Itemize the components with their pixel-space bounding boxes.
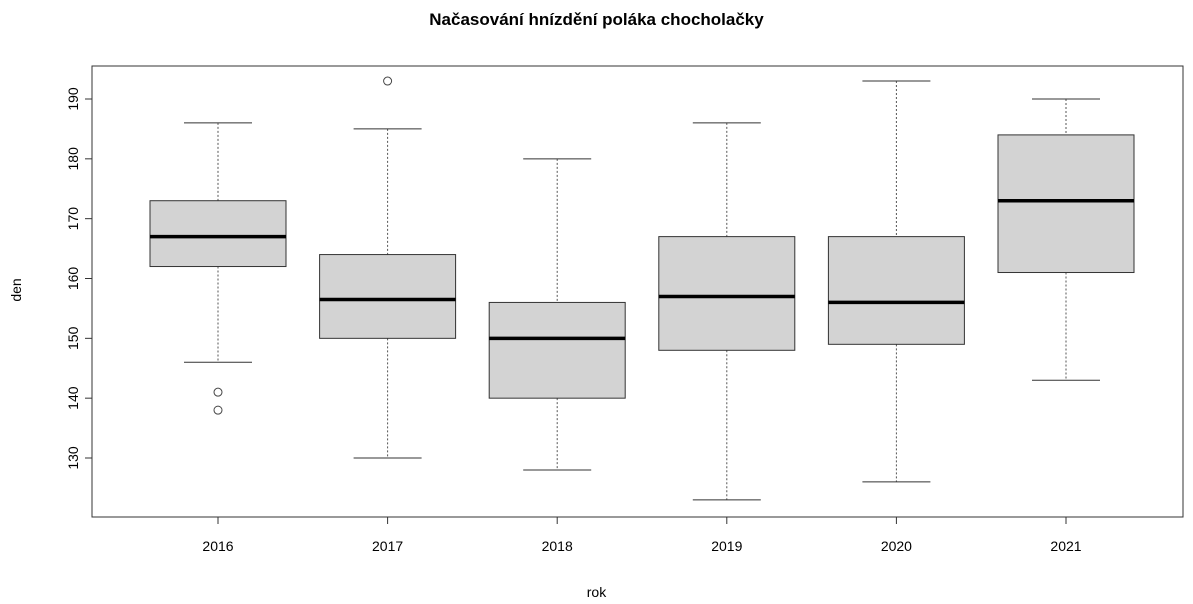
x-tick-label-2021: 2021 bbox=[1050, 538, 1081, 554]
x-axis-label: rok bbox=[586, 584, 607, 600]
box-2017 bbox=[319, 254, 457, 339]
box-2019 bbox=[658, 236, 796, 351]
y-tick-label: 160 bbox=[65, 267, 81, 291]
chart-title: Načasování hnízdění poláka chocholačky bbox=[429, 10, 764, 29]
x-tick-label-2017: 2017 bbox=[372, 538, 403, 554]
box-2021 bbox=[997, 134, 1135, 274]
x-tick-label-2016: 2016 bbox=[202, 538, 233, 554]
box-2016 bbox=[149, 200, 287, 268]
y-tick-label: 140 bbox=[65, 386, 81, 410]
y-axis-label: den bbox=[8, 278, 24, 302]
y-tick-label: 150 bbox=[65, 326, 81, 350]
outlier-2016 bbox=[213, 405, 223, 415]
outlier-2016 bbox=[213, 387, 223, 397]
box-2020 bbox=[827, 236, 965, 345]
y-tick-label: 130 bbox=[65, 446, 81, 470]
y-tick-label: 190 bbox=[65, 87, 81, 111]
box-2018 bbox=[488, 301, 626, 399]
x-tick-label-2019: 2019 bbox=[711, 538, 742, 554]
x-tick-label-2020: 2020 bbox=[881, 538, 912, 554]
plot-frame bbox=[91, 65, 1184, 518]
outlier-2017 bbox=[383, 76, 393, 86]
y-tick-label: 180 bbox=[65, 147, 81, 171]
y-tick-label: 170 bbox=[65, 207, 81, 231]
x-tick-label-2018: 2018 bbox=[542, 538, 573, 554]
